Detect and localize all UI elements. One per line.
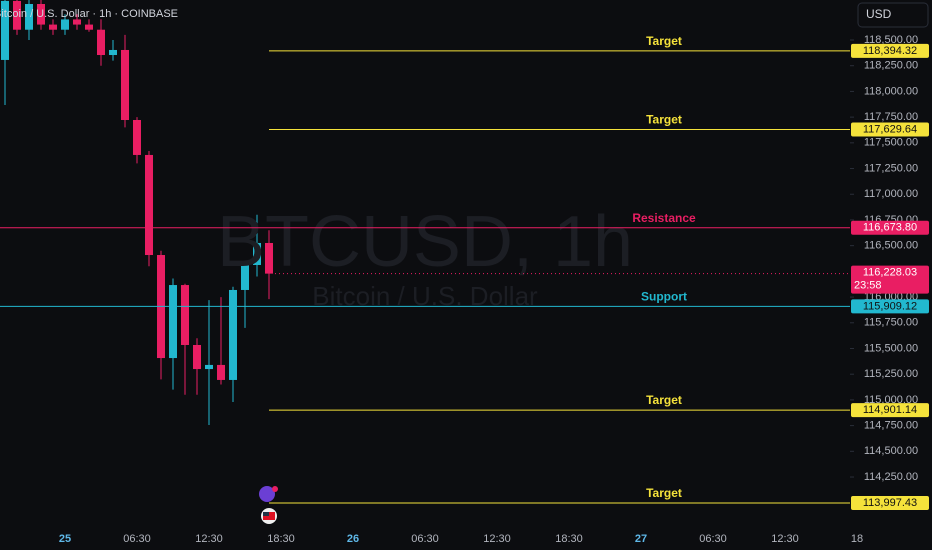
x-tick-label: 18 — [851, 533, 863, 545]
x-tick-label: 25 — [59, 533, 71, 545]
y-tick-label: 116,500.00 — [864, 240, 918, 252]
y-tick-label: 114,250.00 — [864, 471, 918, 483]
x-tick-label: 06:30 — [699, 533, 727, 545]
level-label: Target — [646, 486, 682, 500]
last-price-label: 116,228.03 — [863, 267, 917, 279]
x-tick-label: 06:30 — [411, 533, 439, 545]
price-tag — [851, 299, 929, 314]
y-tick-label: 118,250.00 — [864, 60, 918, 72]
x-tick-label: 26 — [347, 533, 359, 545]
x-tick-label: 18:30 — [555, 533, 583, 545]
candle-body — [73, 19, 81, 25]
level-label: Support — [641, 290, 687, 304]
level-label: Target — [646, 113, 682, 127]
x-tick-label: 12:30 — [195, 533, 223, 545]
candle-body — [37, 4, 45, 25]
candle-body — [61, 19, 69, 30]
currency-label[interactable]: USD — [866, 7, 892, 21]
price-tag — [851, 43, 929, 58]
y-tick-label: 115,250.00 — [864, 368, 918, 380]
price-tag — [851, 122, 929, 137]
price-tag-label: 117,629.64 — [863, 123, 917, 135]
chart-title: Bitcoin / U.S. Dollar · 1h · COINBASE — [0, 8, 178, 20]
x-tick-label: 06:30 — [123, 533, 151, 545]
watermark: BTCUSD, 1h — [217, 202, 633, 282]
candle-body — [25, 4, 33, 30]
candle-body — [49, 24, 57, 30]
candle-body — [193, 344, 201, 370]
x-tick-label: 12:30 — [771, 533, 799, 545]
candle-body — [169, 285, 177, 359]
x-tick-label: 27 — [635, 533, 647, 545]
candle-body — [229, 289, 237, 380]
y-tick-label: 117,000.00 — [864, 188, 918, 200]
price-tag-label: 114,901.14 — [863, 404, 917, 416]
y-tick-label: 117,250.00 — [864, 162, 918, 174]
candle-body — [97, 29, 105, 56]
candle-body — [121, 49, 129, 121]
candle-body — [265, 242, 273, 274]
candle-body — [217, 364, 225, 380]
x-tick-label: 12:30 — [483, 533, 511, 545]
watermark-subtitle: Bitcoin / U.S. Dollar — [312, 281, 538, 311]
y-tick-label: 118,500.00 — [864, 34, 918, 46]
candle-body — [133, 120, 141, 155]
candle-body — [109, 49, 117, 56]
price-tag-label: 118,394.32 — [863, 45, 917, 57]
last-price-tag — [851, 265, 929, 294]
x-tick-label: 18:30 — [267, 533, 295, 545]
price-tag — [851, 220, 929, 235]
candle-body — [241, 264, 249, 290]
y-tick-label: 115,500.00 — [864, 342, 918, 354]
y-tick-label: 115,000.00 — [864, 394, 918, 406]
y-tick-label: 114,750.00 — [864, 420, 918, 432]
currency-button[interactable] — [857, 2, 929, 28]
candle-body — [205, 364, 213, 370]
y-tick-label: 117,750.00 — [864, 111, 918, 123]
candle-body — [181, 285, 189, 345]
y-tick-label: 118,000.00 — [864, 85, 918, 97]
level-label: Target — [646, 393, 682, 407]
price-tag-label: 113,997.43 — [863, 497, 917, 509]
candle-body — [253, 242, 261, 265]
candle-body — [145, 154, 153, 256]
y-tick-label: 117,500.00 — [864, 137, 918, 149]
price-tag — [851, 403, 929, 418]
countdown: 23:58 — [854, 280, 882, 292]
event-icons — [259, 486, 278, 524]
price-tag-label: 115,909.12 — [863, 300, 917, 312]
price-tag — [851, 495, 929, 510]
price-tag-label: 116,673.80 — [863, 222, 917, 234]
candle-body — [85, 24, 93, 30]
level-label: Resistance — [632, 211, 696, 225]
y-tick-label: 114,500.00 — [864, 445, 918, 457]
level-label: Target — [646, 34, 682, 48]
candle-body — [13, 0, 21, 30]
y-tick-label: 115,750.00 — [864, 317, 918, 329]
candle-body — [1, 0, 9, 60]
